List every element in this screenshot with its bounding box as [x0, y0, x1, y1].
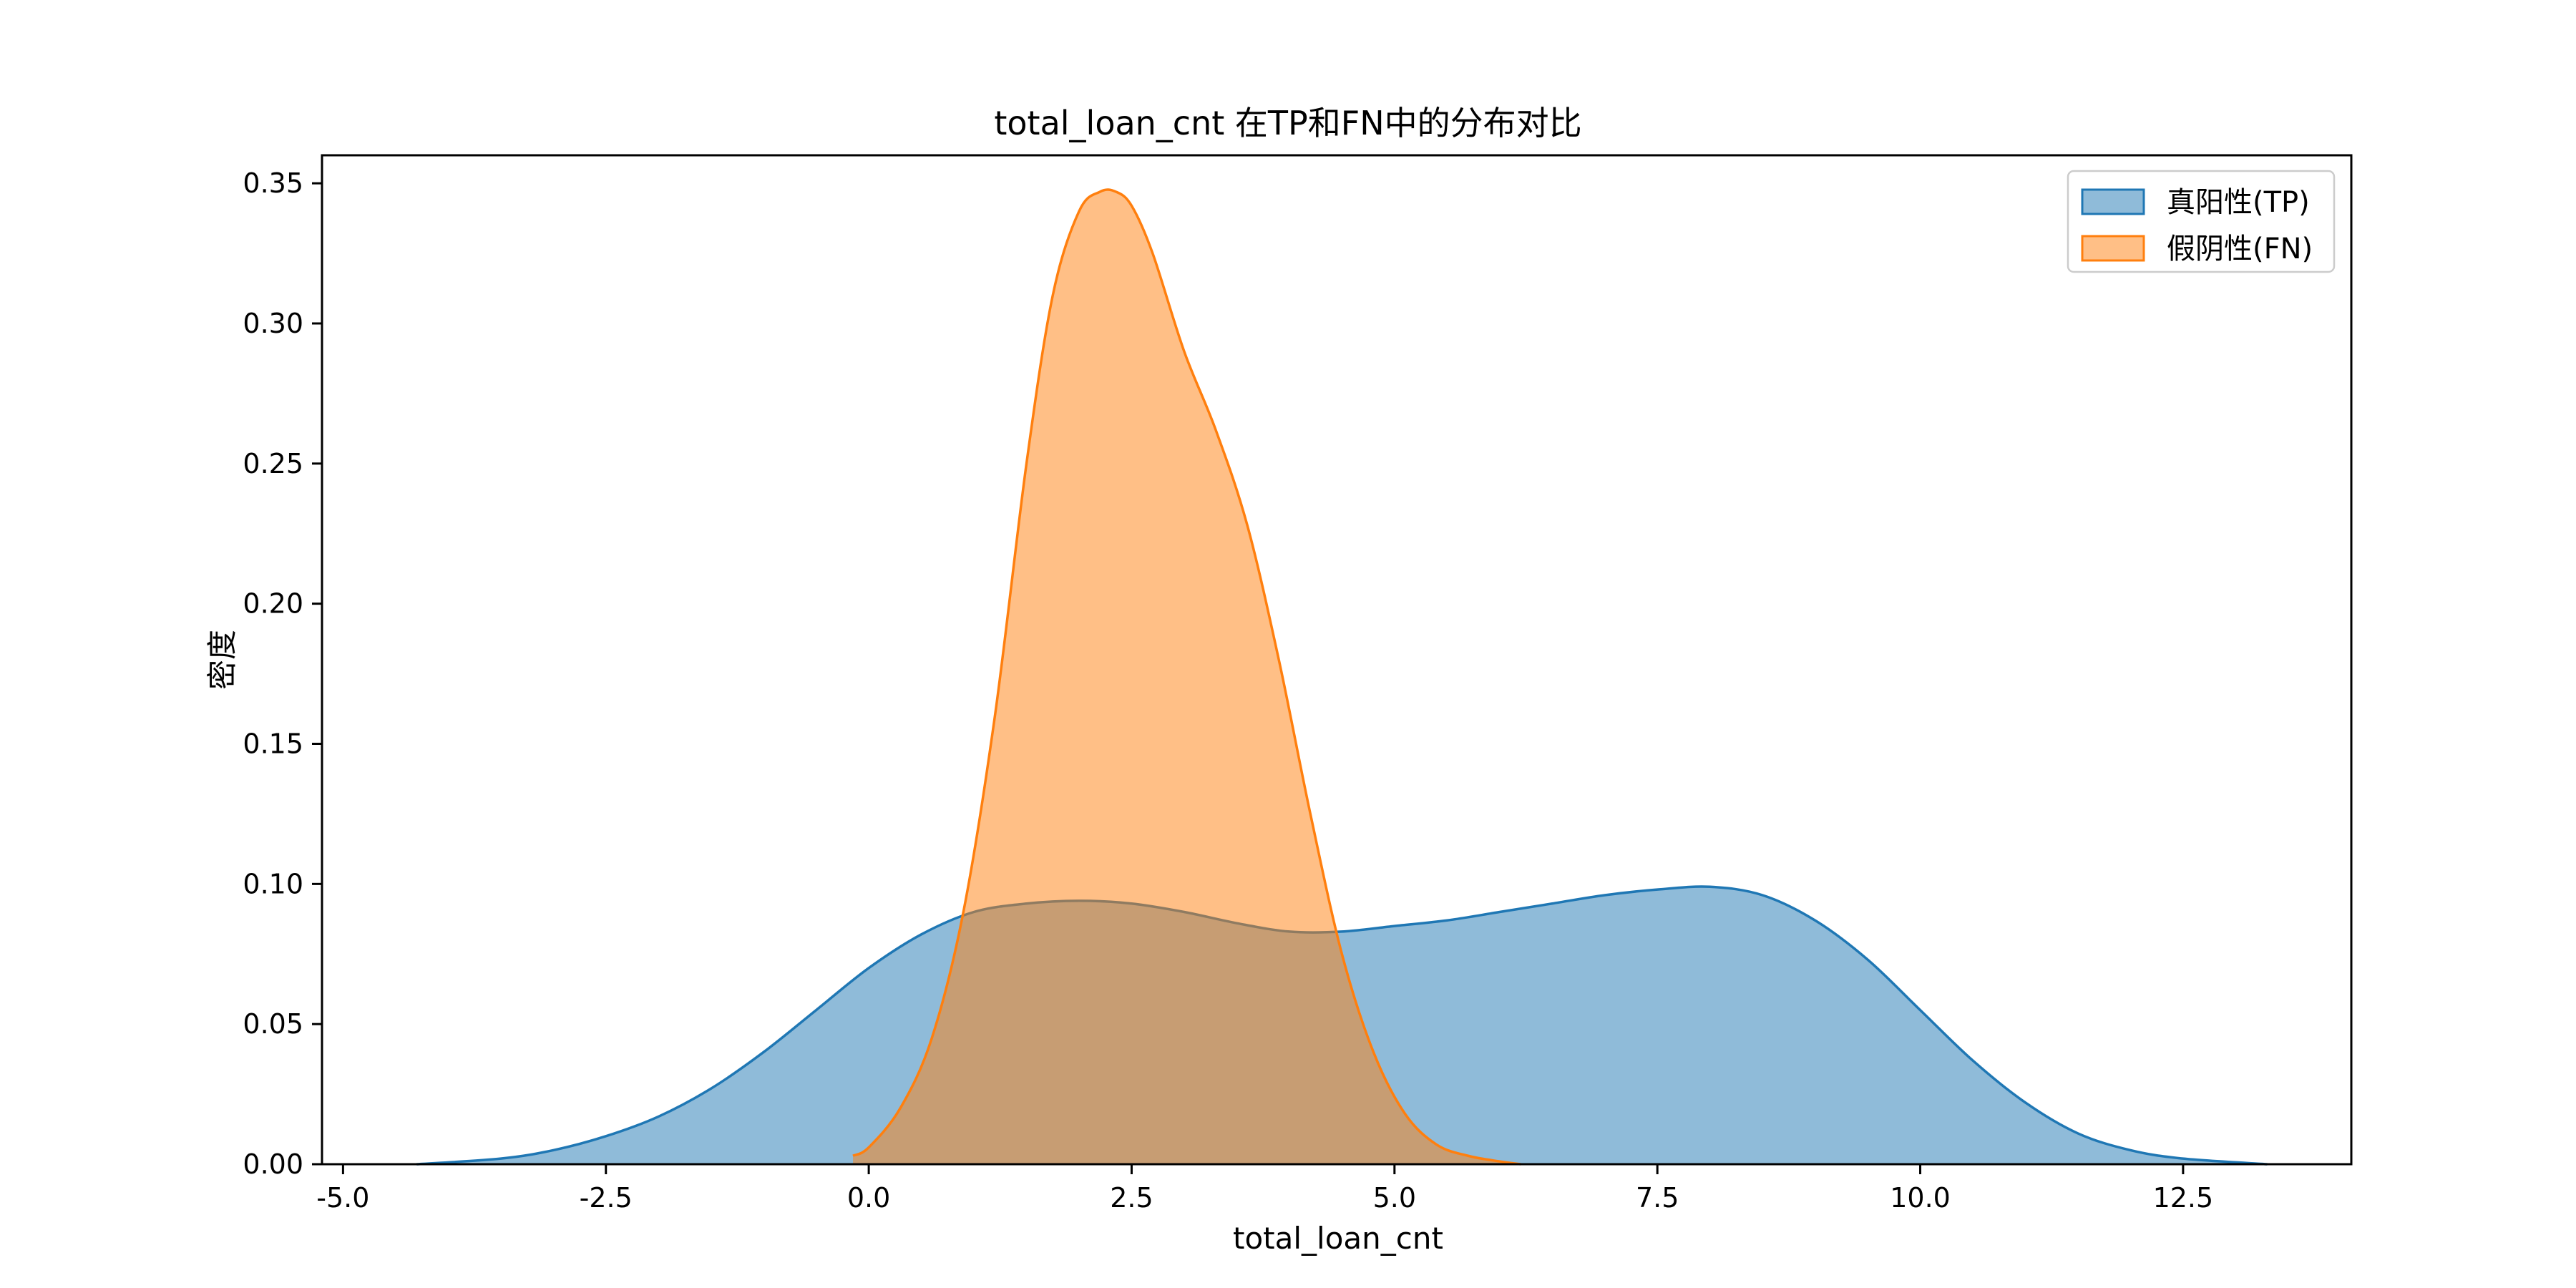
x-tick-label: -2.5 — [580, 1182, 633, 1214]
legend-label: 假阴性(FN) — [2167, 233, 2313, 265]
x-tick-label: 7.5 — [1636, 1182, 1679, 1214]
x-tick-label: 12.5 — [2153, 1182, 2214, 1214]
chart-title: total_loan_cnt 在TP和FN中的分布对比 — [994, 104, 1581, 142]
x-axis: -5.0 -2.5 0.0 2.5 5.0 7.5 10.0 12.5 — [316, 1164, 2213, 1214]
series-1-area — [853, 189, 1521, 1164]
legend-label: 真阳性(TP) — [2167, 186, 2310, 219]
x-tick-label: 2.5 — [1110, 1182, 1153, 1214]
legend-swatch — [2081, 188, 2145, 215]
x-tick-label: 10.0 — [1890, 1182, 1951, 1214]
x-tick-label: 0.0 — [847, 1182, 890, 1214]
plot-frame — [321, 154, 2353, 1166]
legend: 真阳性(TP) 假阴性(FN) — [2067, 170, 2336, 273]
series-0-line — [416, 885, 2268, 1166]
series-layer — [416, 188, 2268, 1166]
y-tick-label: 0.35 — [243, 167, 303, 199]
y-axis-title: 密度 — [205, 630, 240, 690]
y-tick-label: 0.25 — [243, 448, 303, 479]
y-tick-label: 0.05 — [243, 1008, 303, 1040]
y-tick-label: 0.00 — [243, 1148, 303, 1180]
series-1-line — [852, 188, 1521, 1166]
x-axis-title: total_loan_cnt — [1233, 1221, 1443, 1256]
legend-swatch — [2081, 235, 2145, 262]
y-tick-label: 0.30 — [243, 308, 303, 339]
x-tick-label: -5.0 — [316, 1182, 369, 1214]
y-tick-label: 0.10 — [243, 868, 303, 899]
y-tick-label: 0.20 — [243, 588, 303, 620]
y-axis: 0.00 0.05 0.10 0.15 0.20 0.25 0.30 0.35 — [243, 167, 322, 1180]
y-tick-label: 0.15 — [243, 728, 303, 760]
x-tick-label: 5.0 — [1373, 1182, 1416, 1214]
